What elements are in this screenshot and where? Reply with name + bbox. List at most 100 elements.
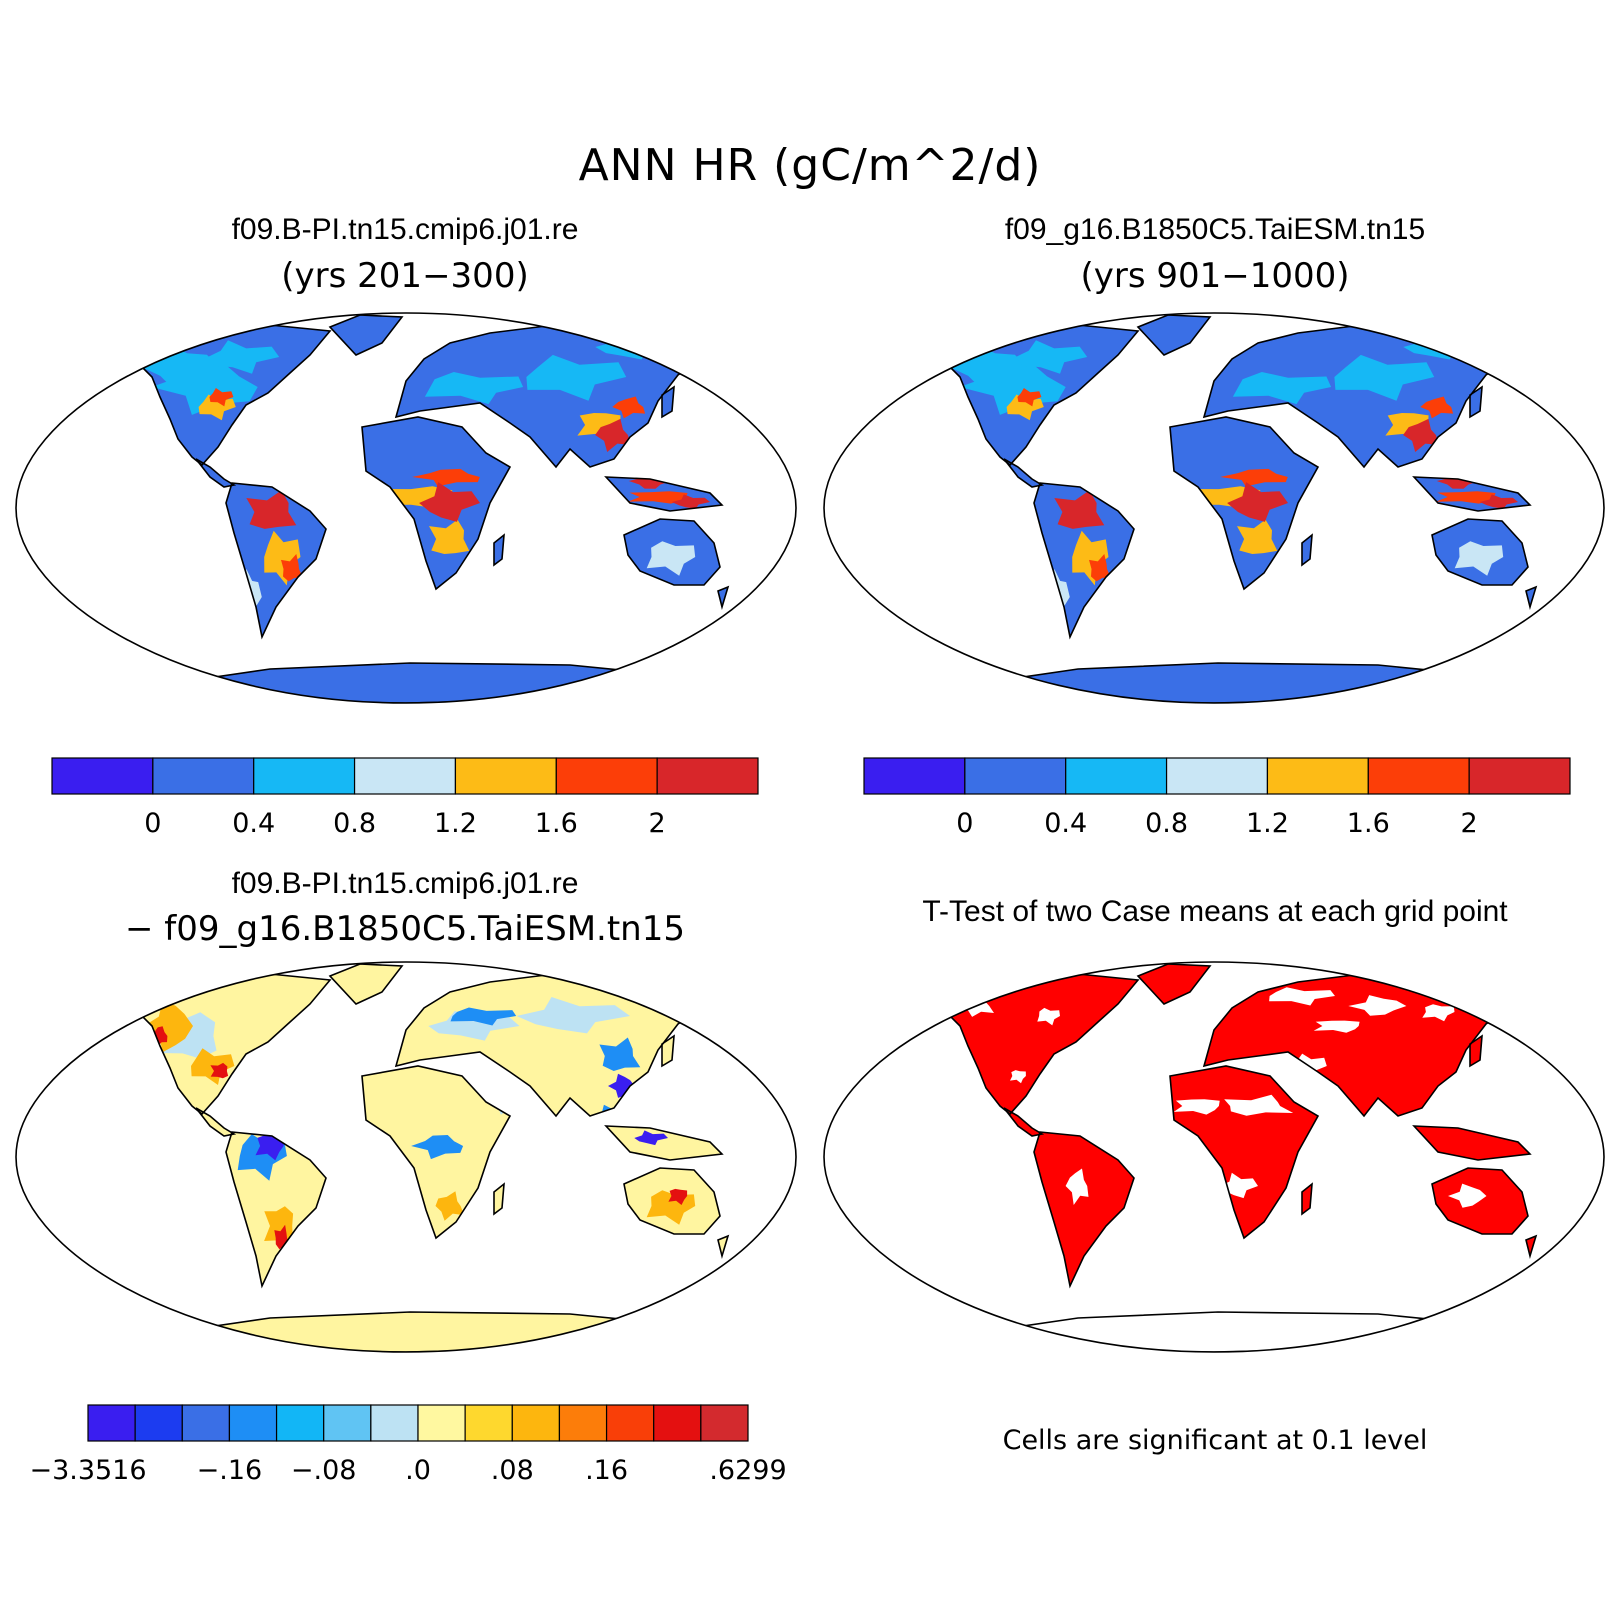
patch-1-2-to-1-6 <box>429 519 470 554</box>
patch-above-2 <box>671 494 710 509</box>
land-southAmerica <box>226 1132 326 1286</box>
coastline-greenland <box>1136 314 1212 356</box>
colorbar-tick-label: 1.6 <box>1346 808 1390 839</box>
insignificant-cells <box>1173 1099 1220 1115</box>
patch-negative <box>599 1037 641 1071</box>
colorbar-box <box>181 1404 231 1442</box>
patch-1-6-to-2 <box>1420 396 1454 419</box>
patch-above-2 <box>595 418 631 452</box>
colorbar-tick-label: 1.2 <box>1245 808 1289 839</box>
map-border <box>15 961 797 1353</box>
coastline-japan <box>661 1034 675 1068</box>
coastline-australia <box>1431 518 1529 586</box>
map-case2 <box>823 312 1605 704</box>
colorbar-difference <box>87 1404 749 1442</box>
insignificant-cells <box>1037 1007 1060 1026</box>
colorbar-tick-label: 2 <box>648 808 666 839</box>
patch-above-2 <box>1403 418 1439 452</box>
coastline-indonesia <box>604 1125 724 1161</box>
colorbar-box <box>964 757 1067 795</box>
colorbar-box <box>653 1404 702 1442</box>
colorbar-box <box>87 1404 136 1442</box>
colorbar-box <box>1367 757 1470 795</box>
map-border <box>823 961 1605 1353</box>
land-newZealand <box>718 1236 728 1256</box>
land-australia <box>1432 1168 1528 1234</box>
colorbar-box <box>700 1404 749 1442</box>
patch-1-6-to-2 <box>1220 468 1288 487</box>
coastline-australia <box>623 518 721 586</box>
land-japan <box>1470 387 1482 417</box>
patch-1-6-to-2 <box>209 388 234 407</box>
insignificant-cells <box>1448 1183 1487 1208</box>
patch-above-2 <box>246 490 297 529</box>
coastline-eurasia <box>394 971 712 1118</box>
coastline-centralAmerica <box>195 1107 237 1137</box>
coastline-madagascar <box>1301 533 1313 567</box>
patch-strong-negative <box>255 1134 284 1161</box>
land-eurasia <box>396 972 710 1116</box>
coastline-greenland <box>328 963 404 1005</box>
colorbar-tick-label: 0 <box>956 808 974 839</box>
patch-0-4-to-0-8 <box>1334 354 1435 401</box>
coastline-centralAmerica <box>1003 458 1045 488</box>
land-greenland <box>330 315 402 355</box>
land-greenland <box>330 964 402 1004</box>
patch-above-2 <box>419 482 480 522</box>
colorbar-box <box>134 1404 183 1442</box>
coastline-japan <box>1469 385 1483 419</box>
colorbar-box <box>275 1404 325 1442</box>
map-case1 <box>15 312 797 704</box>
panel-title-case1: f09.B-PI.tn15.cmip6.j01.re <box>231 213 579 246</box>
coastline-southAmerica <box>225 482 327 640</box>
coastline-centralAmerica <box>1003 1107 1045 1137</box>
land-southAmerica <box>1034 1132 1134 1286</box>
panel-subtitle-years-case1: (yrs 201−300) <box>281 256 529 296</box>
patch-0-4-to-0-8 <box>526 354 627 401</box>
coastline-indonesia <box>604 476 724 512</box>
colorbar-box <box>1065 757 1168 795</box>
patch-positive <box>144 1000 193 1053</box>
land-newZealand <box>1526 1236 1536 1256</box>
colorbar-tick-label: 2 <box>1460 808 1478 839</box>
colorbar-tick-label: 0.8 <box>333 808 377 839</box>
patch-strong-positive <box>210 1062 229 1079</box>
land-japan <box>1470 1036 1482 1066</box>
coastline-eurasia <box>1202 971 1520 1118</box>
panel-title-case2: f09_g16.B1850C5.TaiESM.tn15 <box>1004 213 1426 246</box>
patch-1-6-to-2 <box>627 491 688 504</box>
coastline-madagascar <box>493 533 505 567</box>
main-title: ANN HR (gC/m^2/d) <box>578 140 1042 191</box>
panel-title-difference: f09.B-PI.tn15.cmip6.j01.re <box>231 867 579 900</box>
patch-1-6-to-2 <box>612 396 646 419</box>
land-greenland <box>1138 964 1210 1004</box>
patch-1-6-to-2 <box>281 554 304 582</box>
coastline-northAmerica <box>102 324 332 467</box>
land-eurasia <box>1204 323 1518 467</box>
patch-above-2 <box>1227 482 1288 522</box>
colorbar-box <box>555 757 658 795</box>
colorbar-tick-label: .16 <box>585 1455 629 1486</box>
colorbar-box <box>370 1404 419 1442</box>
patch-0-8-to-1-2 <box>1454 541 1504 576</box>
land-newZealand <box>1526 587 1536 607</box>
map-difference <box>15 961 797 1353</box>
colorbar-tick-label: −.16 <box>196 1455 263 1486</box>
coastline-africa <box>361 1065 512 1240</box>
coastline-northAmerica <box>910 973 1140 1116</box>
land-newZealand <box>718 587 728 607</box>
coastline-eurasia <box>394 322 712 469</box>
patch-0-4-to-0-8 <box>424 372 524 405</box>
coastline-australia <box>623 1167 721 1235</box>
panel-subtitle-difference: − f09_g16.B1850C5.TaiESM.tn15 <box>125 909 685 949</box>
insignificant-cells <box>1313 1020 1360 1033</box>
coastline-africa <box>1169 416 1320 591</box>
patch-1-6-to-2 <box>1017 388 1042 407</box>
coastline-southAmerica <box>225 1131 327 1289</box>
colorbar-case2 <box>863 757 1571 795</box>
colorbar-box <box>1266 757 1369 795</box>
colorbar-box <box>464 1404 513 1442</box>
coastline-centralAmerica <box>195 458 237 488</box>
colorbar-tick-label: 1.6 <box>534 808 578 839</box>
colorbar-tick-label: .0 <box>405 1455 431 1486</box>
